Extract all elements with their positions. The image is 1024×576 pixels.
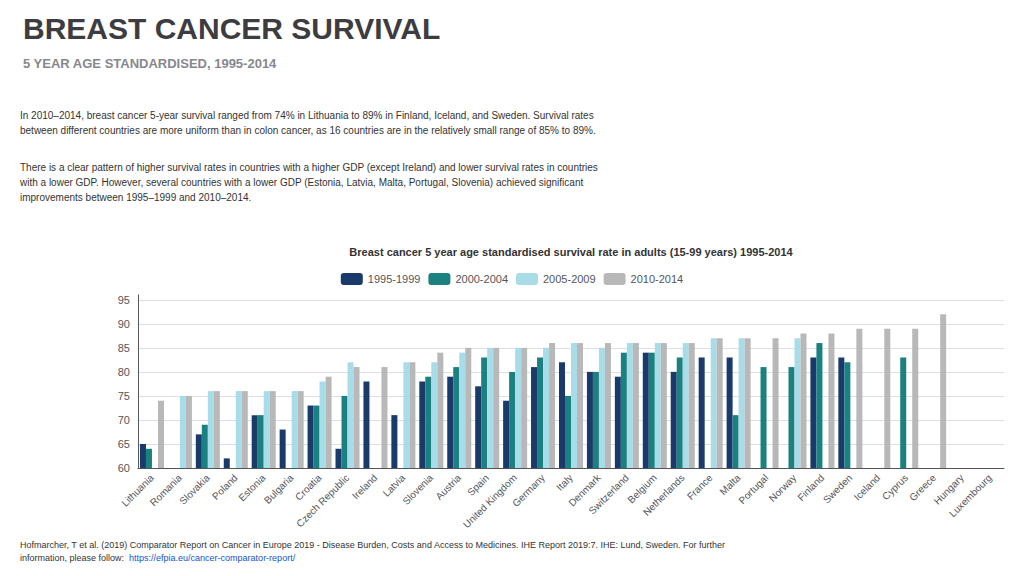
svg-text:https://efpia.eu/cancer-compar: https://efpia.eu/cancer-comparator-repor… xyxy=(129,553,296,563)
svg-text:with a lower GDP. However, sev: with a lower GDP. However, several count… xyxy=(19,177,583,188)
svg-text:Malta: Malta xyxy=(717,472,742,497)
svg-text:2010-2014: 2010-2014 xyxy=(631,273,684,285)
svg-text:Romania: Romania xyxy=(148,472,184,508)
svg-text:2005-2009: 2005-2009 xyxy=(543,273,596,285)
svg-text:85: 85 xyxy=(118,342,130,354)
svg-text:France: France xyxy=(685,472,715,502)
svg-text:Czech Republic: Czech Republic xyxy=(294,472,351,529)
svg-text:Latvia: Latvia xyxy=(380,472,408,499)
svg-text:Slovakia: Slovakia xyxy=(177,472,212,507)
svg-text:between different countries ar: between different countries are more uni… xyxy=(20,125,596,136)
svg-text:70: 70 xyxy=(118,414,130,426)
svg-text:Spain: Spain xyxy=(465,472,491,498)
svg-text:Denmark: Denmark xyxy=(566,472,603,509)
svg-text:60: 60 xyxy=(118,462,130,474)
svg-text:90: 90 xyxy=(118,318,130,330)
svg-text:95: 95 xyxy=(118,294,130,306)
svg-text:Cyprus: Cyprus xyxy=(880,472,910,502)
svg-text:75: 75 xyxy=(118,390,130,402)
svg-text:Iceland: Iceland xyxy=(852,472,883,503)
svg-text:Portugal: Portugal xyxy=(736,472,770,506)
svg-text:BREAST CANCER SURVIVAL: BREAST CANCER SURVIVAL xyxy=(23,12,440,45)
svg-text:Netherlands: Netherlands xyxy=(641,472,687,518)
svg-text:Luxembourg: Luxembourg xyxy=(947,472,994,519)
svg-text:Italy: Italy xyxy=(554,472,575,493)
svg-text:Estonia: Estonia xyxy=(236,472,268,504)
svg-text:Sweden: Sweden xyxy=(821,472,854,505)
svg-text:Croatia: Croatia xyxy=(292,472,324,503)
svg-text:Lithuania: Lithuania xyxy=(119,472,156,509)
svg-text:Belgium: Belgium xyxy=(625,472,659,506)
svg-text:Bulgaria: Bulgaria xyxy=(262,472,296,506)
svg-text:information, please follow:: information, please follow: xyxy=(20,553,124,563)
svg-text:Hofmarcher, T et al. (2019) Co: Hofmarcher, T et al. (2019) Comparator R… xyxy=(20,540,725,550)
svg-text:1995-1999: 1995-1999 xyxy=(368,273,421,285)
svg-text:Hungary: Hungary xyxy=(931,472,966,507)
svg-text:Ireland: Ireland xyxy=(350,472,379,501)
svg-text:Greece: Greece xyxy=(907,472,939,503)
svg-text:Norway: Norway xyxy=(767,472,799,504)
svg-text:5 YEAR AGE STANDARDISED, 1995-: 5 YEAR AGE STANDARDISED, 1995-2014 xyxy=(23,56,277,71)
svg-text:United Kingdom: United Kingdom xyxy=(461,472,519,531)
svg-text:2000-2004: 2000-2004 xyxy=(455,273,508,285)
svg-text:Switzerland: Switzerland xyxy=(586,472,630,516)
svg-text:Austria: Austria xyxy=(433,472,463,502)
svg-text:There is a clear pattern of hi: There is a clear pattern of higher survi… xyxy=(20,162,598,173)
svg-text:Breast cancer 5 year age stand: Breast cancer 5 year age standardised su… xyxy=(349,246,793,258)
svg-text:Poland: Poland xyxy=(210,472,240,502)
svg-text:Finland: Finland xyxy=(795,472,827,503)
svg-text:80: 80 xyxy=(118,366,130,378)
svg-text:improvements between 1995–1999: improvements between 1995–1999 and 2010–… xyxy=(20,192,251,203)
svg-text:65: 65 xyxy=(118,438,130,450)
svg-text:In 2010–2014, breast cancer 5-: In 2010–2014, breast cancer 5-year survi… xyxy=(20,110,594,121)
svg-text:Slovenia: Slovenia xyxy=(400,472,435,507)
svg-text:Germany: Germany xyxy=(510,472,547,509)
